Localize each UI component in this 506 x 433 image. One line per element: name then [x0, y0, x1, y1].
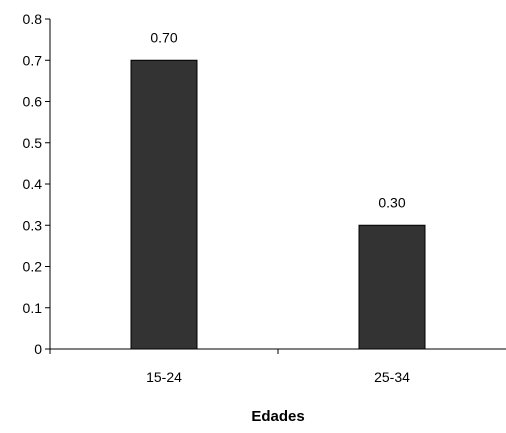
y-tick-label: 0.8: [23, 11, 43, 27]
y-tick-label: 0.5: [23, 135, 43, 151]
data-label: 0.70: [150, 29, 177, 45]
bar-15-24: [130, 59, 198, 350]
y-tick-label: 0.1: [23, 300, 43, 316]
y-tick-label: 0: [34, 341, 42, 357]
data-labels: 0.70 0.30: [150, 29, 405, 210]
x-tick-label: 25-34: [374, 369, 410, 385]
bars: [130, 59, 426, 350]
y-tick-label: 0.6: [23, 94, 43, 110]
x-axis-title: Edades: [251, 408, 304, 425]
data-label: 0.30: [378, 194, 405, 210]
y-tick-label: 0.3: [23, 217, 43, 233]
bar-25-34: [358, 224, 426, 350]
y-tick-label: 0.4: [23, 176, 43, 192]
y-tick-label: 0.2: [23, 259, 43, 275]
y-axis: 0 0.1 0.2 0.3 0.4 0.5 0.6 0.7 0.8: [23, 11, 51, 357]
x-tick-label: 15-24: [146, 369, 182, 385]
y-tick-label: 0.7: [23, 52, 43, 68]
x-axis: 15-24 25-34: [49, 348, 506, 385]
